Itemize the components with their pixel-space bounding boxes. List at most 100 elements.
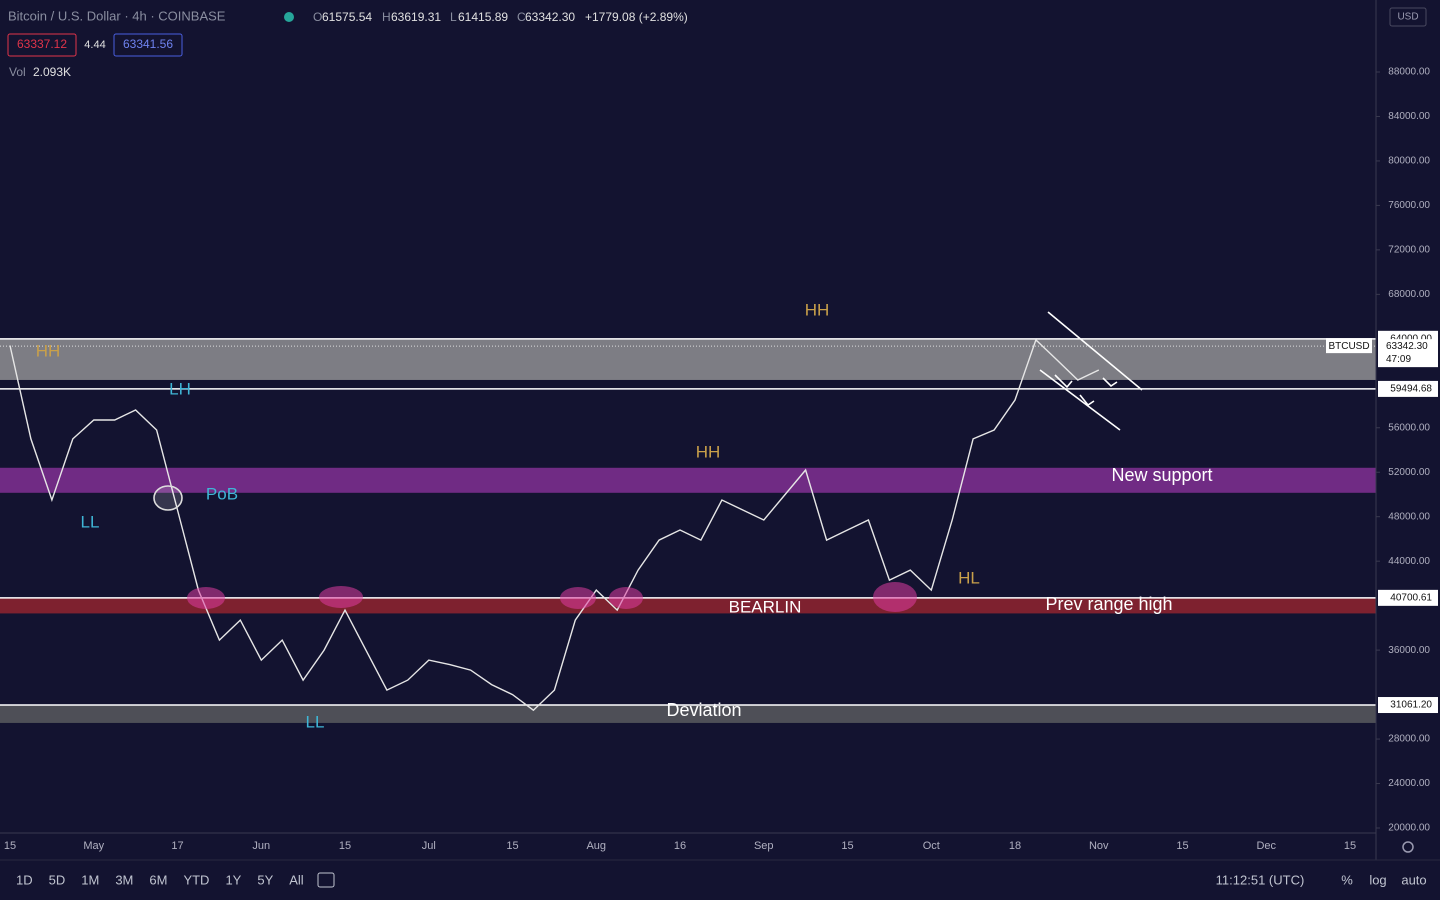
annotation: BEARLIN bbox=[729, 597, 802, 616]
symbol[interactable]: Bitcoin / U.S. Dollar · 4h · COINBASE bbox=[8, 8, 226, 23]
highlight bbox=[609, 587, 643, 609]
y-tick-label: 56000.00 bbox=[1388, 422, 1430, 433]
ohlc-key: C bbox=[517, 10, 526, 24]
y-tick-label: 48000.00 bbox=[1388, 511, 1430, 522]
scribble bbox=[1054, 374, 1118, 407]
ohlc-key: H bbox=[382, 10, 391, 24]
x-tick-label: 15 bbox=[841, 840, 853, 852]
x-tick-label: 15 bbox=[4, 840, 16, 852]
spread: 4.44 bbox=[84, 39, 105, 51]
x-tick-label: Oct bbox=[923, 840, 940, 852]
x-tick-label: Jun bbox=[252, 840, 270, 852]
x-tick-label: 16 bbox=[674, 840, 686, 852]
ohlc-value: 61415.89 bbox=[458, 10, 508, 24]
y-tick-label: 28000.00 bbox=[1388, 734, 1430, 745]
vol-key: Vol bbox=[9, 65, 26, 79]
ohlc-key: O bbox=[313, 10, 322, 24]
level-label: 40700.61 bbox=[1390, 592, 1432, 603]
settings-icon[interactable] bbox=[1402, 841, 1414, 853]
x-tick-label: 18 bbox=[1009, 840, 1021, 852]
clock: 11:12:51 (UTC) bbox=[1216, 872, 1305, 887]
annotation: Prev range high bbox=[1045, 594, 1172, 614]
ohlc-value: 63619.31 bbox=[391, 10, 441, 24]
goto-icon[interactable] bbox=[317, 872, 335, 888]
last-price-box bbox=[1378, 339, 1438, 368]
plot bbox=[0, 338, 1376, 723]
log-toggle[interactable]: log bbox=[1369, 872, 1386, 887]
x-tick-label: 15 bbox=[339, 840, 351, 852]
range-button[interactable]: 3M bbox=[115, 872, 133, 887]
x-tick-label: 15 bbox=[506, 840, 518, 852]
sell-box[interactable] bbox=[7, 33, 77, 57]
level-label-box bbox=[1378, 589, 1438, 606]
range-button[interactable]: 5Y bbox=[257, 872, 273, 887]
x-tick-label: Jul bbox=[422, 840, 436, 852]
y-tick-label: 20000.00 bbox=[1388, 823, 1430, 834]
x-tick-label: May bbox=[83, 840, 104, 852]
currency-button[interactable] bbox=[1389, 7, 1427, 27]
range-button[interactable]: 1D bbox=[16, 872, 33, 887]
last-price-label: 63342.30 bbox=[1386, 341, 1428, 352]
change: +1779.08 (+2.89%) bbox=[585, 10, 688, 24]
annotation: LL bbox=[81, 512, 100, 531]
auto-toggle[interactable]: auto bbox=[1401, 872, 1426, 887]
y-tick-label: 24000.00 bbox=[1388, 778, 1430, 789]
ohlc-key: L bbox=[450, 10, 457, 24]
x-tick-label: Sep bbox=[754, 840, 774, 852]
annotation: PoB bbox=[206, 484, 238, 503]
highlight bbox=[187, 587, 225, 609]
highlight bbox=[873, 582, 917, 612]
range-button[interactable]: 5D bbox=[49, 872, 66, 887]
highlights bbox=[187, 582, 917, 612]
percent-toggle[interactable]: % bbox=[1341, 872, 1353, 887]
y-tick-label: 88000.00 bbox=[1388, 67, 1430, 78]
buy-box[interactable] bbox=[113, 33, 183, 57]
ask: 63341.56 bbox=[123, 37, 173, 51]
range-bar: 1D 5D 1M 3M 6M YTD 1Y 5Y All bbox=[16, 872, 304, 887]
annotation: HL bbox=[958, 568, 980, 587]
circle-mark bbox=[153, 485, 183, 511]
zone bbox=[0, 338, 1376, 380]
status-dot bbox=[284, 12, 294, 22]
y-tick-label: 68000.00 bbox=[1388, 289, 1430, 300]
countdown: 47:09 bbox=[1386, 354, 1411, 365]
annotation: HH bbox=[805, 300, 830, 319]
range-button[interactable]: 1Y bbox=[225, 872, 241, 887]
zone bbox=[0, 705, 1376, 723]
level-label-box bbox=[1378, 380, 1438, 397]
x-tick-label: Dec bbox=[1256, 840, 1276, 852]
y-tick-label: 36000.00 bbox=[1388, 645, 1430, 656]
x-tick-label: 15 bbox=[1176, 840, 1188, 852]
x-tick-label: Nov bbox=[1089, 840, 1109, 852]
x-tick-label: 17 bbox=[171, 840, 183, 852]
level-label: 59494.68 bbox=[1390, 384, 1432, 395]
y-tick-label: 44000.00 bbox=[1388, 556, 1430, 567]
range-button[interactable]: YTD bbox=[183, 872, 209, 887]
annotation: Deviation bbox=[666, 700, 741, 720]
highlight bbox=[319, 586, 363, 608]
annotation: LH bbox=[169, 379, 191, 398]
vol: 2.093K bbox=[33, 65, 71, 79]
drawings bbox=[153, 311, 1143, 511]
annotation: LL bbox=[306, 712, 325, 731]
y-tick-label: 52000.00 bbox=[1388, 467, 1430, 478]
level-label-box bbox=[1378, 697, 1438, 714]
last-symbol: BTCUSD bbox=[1328, 341, 1369, 352]
annotation: New support bbox=[1111, 465, 1212, 485]
level-label: 31061.20 bbox=[1390, 700, 1432, 711]
range-button[interactable]: All bbox=[289, 872, 304, 887]
range-button[interactable]: 1M bbox=[81, 872, 99, 887]
zone bbox=[0, 467, 1376, 493]
y-tick-label: 76000.00 bbox=[1388, 200, 1430, 211]
currency: USD bbox=[1397, 12, 1418, 23]
ohlc-value: 61575.54 bbox=[322, 10, 372, 24]
y-tick-label: 84000.00 bbox=[1388, 111, 1430, 122]
y-tick-label: 72000.00 bbox=[1388, 245, 1430, 256]
range-button[interactable]: 6M bbox=[149, 872, 167, 887]
price-line bbox=[9, 338, 1100, 712]
bid: 63337.12 bbox=[17, 37, 67, 51]
annotation: HH bbox=[696, 442, 721, 461]
